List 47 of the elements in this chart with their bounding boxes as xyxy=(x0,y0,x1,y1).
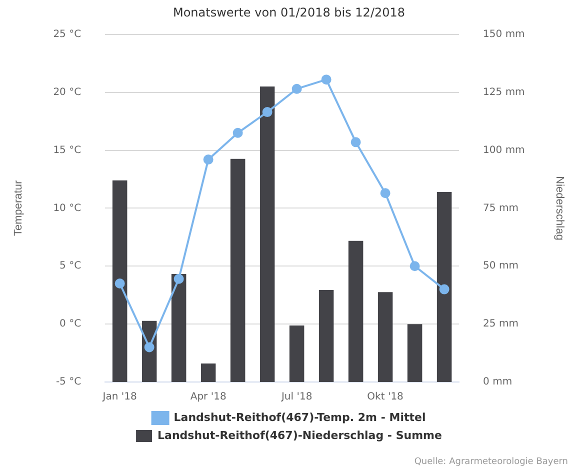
point xyxy=(262,107,272,118)
x-tick-label: Jul '18 xyxy=(280,392,312,403)
bar xyxy=(289,325,304,382)
point xyxy=(439,284,450,294)
point xyxy=(380,188,390,198)
y-tick-label: 5 °C xyxy=(60,260,82,272)
point xyxy=(292,84,302,94)
y-tick-label: 20 °C xyxy=(53,86,82,98)
chart-title: Monatswerte von 01/2018 bis 12/2018 xyxy=(172,5,406,20)
x-tick-label: Jan '18 xyxy=(102,392,137,403)
bar xyxy=(436,192,452,382)
point xyxy=(232,128,243,138)
point xyxy=(321,74,332,85)
y-tick-label: 25 °C xyxy=(53,28,82,40)
x-tick-label: Okt '18 xyxy=(367,392,404,403)
y-tick-label: 10 °C xyxy=(53,202,82,214)
y2-tick-label: 0 mm xyxy=(483,376,512,388)
bar xyxy=(407,324,422,382)
legend-label: Landshut-Reithof(467)-Niederschlag - Summe xyxy=(158,428,442,442)
bar xyxy=(112,180,128,382)
bar xyxy=(230,158,246,382)
source-note: Quelle: Agrarmeteorologie Bayern xyxy=(414,457,568,467)
legend-label: Landshut-Reithof(467)-Temp. 2m - Mittel xyxy=(174,410,426,424)
point xyxy=(114,278,125,289)
y2-tick-label: 50 mm xyxy=(483,260,518,272)
x-tick-label: Apr '18 xyxy=(190,392,226,403)
bar xyxy=(348,240,364,382)
y-tick-label: -5 °C xyxy=(56,376,82,388)
y2-tick-label: 75 mm xyxy=(483,202,518,214)
bar xyxy=(200,363,216,382)
y-axis-title: Temperatur xyxy=(12,180,25,236)
y2-tick-label: 125 mm xyxy=(483,86,525,98)
point xyxy=(410,261,420,272)
y2-axis-title: Niederschlag xyxy=(553,176,566,240)
point xyxy=(144,342,154,352)
point xyxy=(174,274,184,284)
bar xyxy=(171,274,186,382)
bar xyxy=(318,290,334,382)
y2-tick-label: 150 mm xyxy=(483,28,525,40)
point xyxy=(203,154,214,165)
y2-tick-label: 100 mm xyxy=(483,144,525,156)
bar xyxy=(378,292,393,382)
point xyxy=(350,137,361,148)
y-tick-label: 0 °C xyxy=(60,318,82,330)
bar xyxy=(260,86,275,382)
y2-tick-label: 25 mm xyxy=(483,318,518,330)
y-tick-label: 15 °C xyxy=(53,144,82,156)
